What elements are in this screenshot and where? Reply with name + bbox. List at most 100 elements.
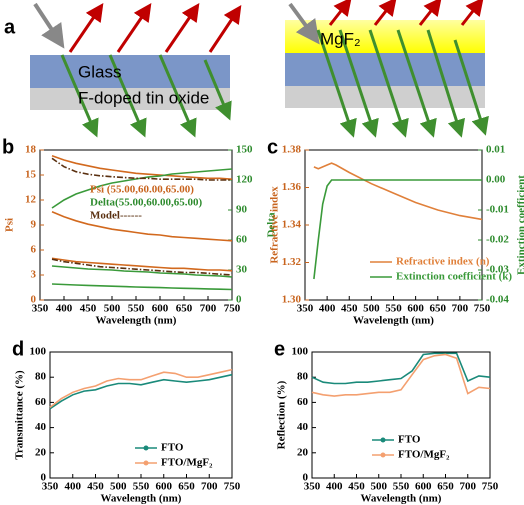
y-tick-label: 0 <box>303 472 309 484</box>
x-tick-label: 600 <box>415 481 432 493</box>
y-tick-label: 1.38 <box>282 144 302 156</box>
x-tick-label: 750 <box>224 303 241 315</box>
y-tick-label: 100 <box>30 346 47 358</box>
x-tick-label: 550 <box>133 481 150 493</box>
y2-tick-label: 90 <box>236 204 248 216</box>
x-tick-label: 550 <box>393 481 410 493</box>
legend-text: Refractive index (n) <box>396 256 490 268</box>
series-line <box>313 179 482 280</box>
x-tick-label: 750 <box>474 303 491 315</box>
x-tick-label: 700 <box>452 303 469 315</box>
x-tick-label: 400 <box>319 303 336 315</box>
x-tick-label: 500 <box>371 481 388 493</box>
y2-axis-label: Extinction coefficient <box>516 175 524 275</box>
y2-tick-label: -0.04 <box>486 294 509 306</box>
x-tick-label: 350 <box>32 303 49 315</box>
y-tick-label: 3 <box>31 269 37 281</box>
y-tick-label: 60 <box>297 396 309 408</box>
reflected-arrows <box>328 0 484 26</box>
x-tick-label: 600 <box>407 303 424 315</box>
y-tick-label: 0 <box>41 472 47 484</box>
x-axis-label: Wavelength (nm) <box>96 315 177 327</box>
x-tick-label: 500 <box>363 303 380 315</box>
y-axis-label: Reflection (%) <box>276 380 288 449</box>
y-tick-label: 12 <box>25 194 37 206</box>
series-line <box>51 258 233 276</box>
x-tick-label: 600 <box>156 481 173 493</box>
transmitted-arrows <box>60 54 232 138</box>
x-tick-label: 700 <box>201 481 218 493</box>
y-tick-label: 6 <box>31 244 37 256</box>
schematic: a Glass F-doped tin oxide MgF₂ <box>4 0 489 138</box>
y-tick-label: 20 <box>297 446 309 458</box>
legend-text: FTO <box>398 434 421 446</box>
legend-text: Psi (55.00,60.00,65.00) <box>90 184 194 196</box>
transmitted-arrows <box>316 29 489 138</box>
panel-label: e <box>274 338 285 360</box>
x-tick-label: 550 <box>385 303 402 315</box>
panel-label: d <box>12 338 24 360</box>
y2-tick-label: -0.02 <box>486 234 509 246</box>
y-tick-label: 100 <box>292 346 309 358</box>
x-tick-label: 650 <box>176 303 193 315</box>
y-axis-label: Psi <box>4 218 16 232</box>
layer-label: MgF₂ <box>320 29 361 48</box>
series-line <box>51 257 233 272</box>
x-tick-label: 650 <box>178 481 195 493</box>
series-line <box>311 353 491 397</box>
legend-text: Model------ <box>90 210 142 222</box>
y-tick-label: 60 <box>35 396 47 408</box>
layer-label: F-doped tin oxide <box>78 88 209 107</box>
incident-arrow <box>33 2 65 49</box>
y-tick-label: 40 <box>297 421 309 433</box>
legend-text: Extinction coefficient (k) <box>396 271 512 283</box>
y-tick-label: 1.36 <box>282 181 302 193</box>
series-line <box>51 265 233 278</box>
y2-tick-label: 60 <box>236 234 248 246</box>
y2-axis-label: Delta <box>266 212 278 238</box>
x-tick-label: 650 <box>430 303 447 315</box>
series-line <box>51 283 233 291</box>
x-tick-label: 450 <box>80 303 97 315</box>
x-tick-label: 750 <box>224 481 241 493</box>
y-tick-label: 1.34 <box>282 219 302 231</box>
legend-marker <box>380 437 386 443</box>
x-tick-label: 450 <box>341 303 358 315</box>
panel-label: c <box>267 136 278 158</box>
glass-layer <box>30 55 230 88</box>
series-line <box>51 157 232 181</box>
x-tick-label: 550 <box>128 303 145 315</box>
x-tick-label: 500 <box>104 303 121 315</box>
x-axis-label: Wavelength (nm) <box>101 493 182 505</box>
y-tick-label: 1.32 <box>282 256 302 268</box>
x-tick-label: 450 <box>348 481 365 493</box>
y-tick-label: 80 <box>35 371 47 383</box>
panel-label: b <box>2 136 14 158</box>
y2-tick-label: 0.01 <box>486 144 505 156</box>
legend-marker <box>143 460 149 466</box>
legend-marker <box>143 445 149 451</box>
y2-tick-label: 0.00 <box>486 174 506 186</box>
layer-label: Glass <box>78 62 121 81</box>
y2-tick-label: 0 <box>236 294 242 306</box>
legend-marker <box>380 452 386 458</box>
x-tick-label: 400 <box>56 303 73 315</box>
legend-text: FTO <box>161 442 184 454</box>
x-tick-label: 350 <box>42 481 59 493</box>
x-tick-label: 700 <box>200 303 217 315</box>
reflected-arrows <box>68 3 242 53</box>
fto-layer <box>285 86 485 108</box>
x-tick-label: 350 <box>297 303 314 315</box>
y-tick-label: 0 <box>31 294 37 306</box>
incident-arrow <box>288 2 320 45</box>
series-line <box>49 373 233 410</box>
legend-text: FTO/MgF₂ <box>398 449 450 461</box>
y-tick-label: 18 <box>25 144 37 156</box>
x-tick-label: 500 <box>110 481 127 493</box>
x-tick-label: 350 <box>304 481 321 493</box>
glass-layer <box>285 53 485 86</box>
series-line <box>49 368 233 409</box>
x-axis-label: Wavelength (nm) <box>353 315 434 327</box>
y-axis-label: Transmittance (%) <box>14 370 26 460</box>
